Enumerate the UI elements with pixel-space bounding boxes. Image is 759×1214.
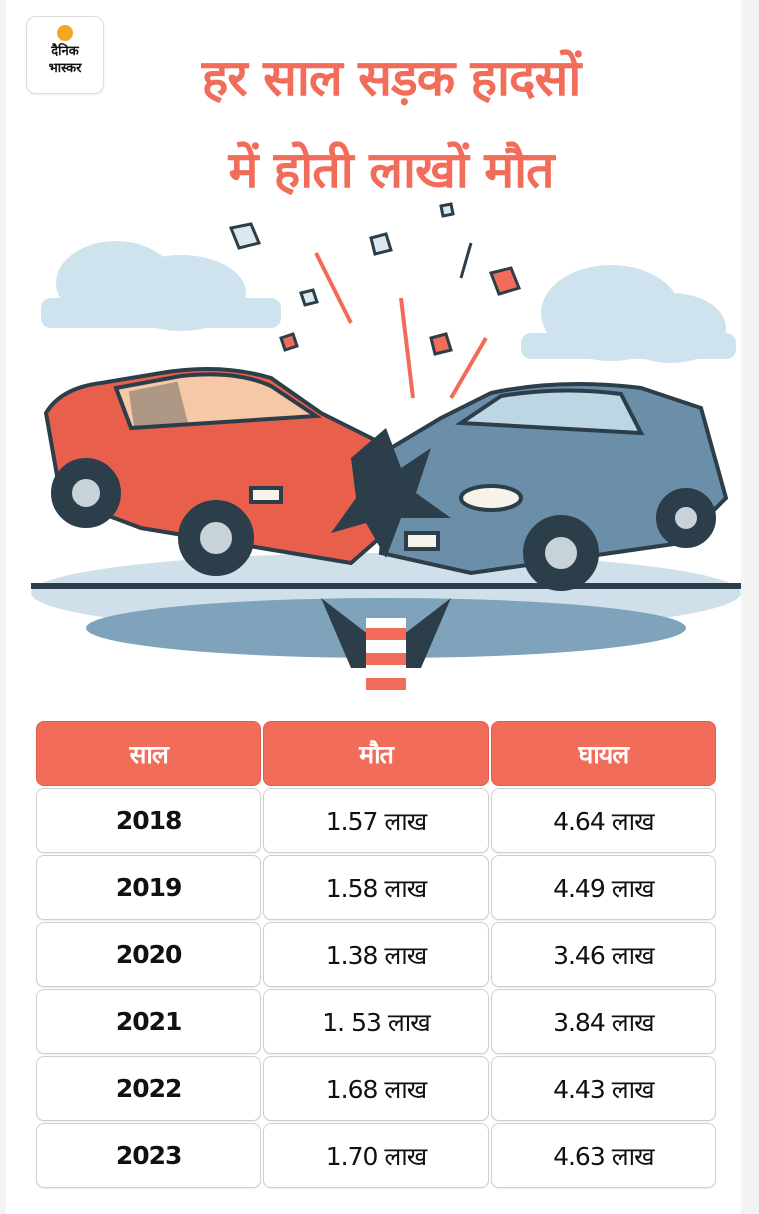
sun-icon xyxy=(57,25,73,41)
cell-injured: 3.84 लाख xyxy=(490,989,716,1054)
cell-deaths: 1.68 लाख xyxy=(263,1056,489,1121)
cell-injured: 4.49 लाख xyxy=(490,855,716,920)
table-row: 2023 1.70 लाख 4.63 लाख xyxy=(36,1123,716,1188)
cell-deaths: 1. 53 लाख xyxy=(263,989,489,1054)
cell-year: 2022 xyxy=(36,1056,262,1121)
cell-year: 2020 xyxy=(36,922,262,987)
headline-line-2: में होती लाखों मौत xyxy=(228,141,554,199)
blue-car xyxy=(378,382,729,591)
cell-injured: 4.63 लाख xyxy=(490,1123,716,1188)
logo-line-1: दैनिक xyxy=(51,44,79,59)
header-injured: घायल xyxy=(490,721,716,786)
red-car xyxy=(43,367,394,576)
headline-line-1: हर साल सड़क हादसों xyxy=(201,49,582,107)
brand-logo: दैनिक भास्कर xyxy=(26,16,104,94)
table-row: 2019 1.58 लाख 4.49 लाख xyxy=(36,855,716,920)
cell-deaths: 1.57 लाख xyxy=(263,788,489,853)
accident-stats-table: साल मौत घायल 2018 1.57 लाख 4.64 लाख 2019… xyxy=(34,719,718,1190)
table-row: 2018 1.57 लाख 4.64 लाख xyxy=(36,788,716,853)
cell-year: 2019 xyxy=(36,855,262,920)
logo-line-2: भास्कर xyxy=(48,61,82,76)
car-crash-illustration xyxy=(31,202,741,713)
cloud-left xyxy=(41,241,281,331)
table-row: 2020 1.38 लाख 3.46 लाख xyxy=(36,922,716,987)
cell-injured: 4.43 लाख xyxy=(490,1056,716,1121)
debris xyxy=(228,202,522,400)
header-deaths: मौत xyxy=(263,721,489,786)
table-row: 2021 1. 53 लाख 3.84 लाख xyxy=(36,989,716,1054)
cell-year: 2021 xyxy=(36,989,262,1054)
header-year: साल xyxy=(36,721,262,786)
cell-deaths: 1.58 लाख xyxy=(263,855,489,920)
cell-year: 2018 xyxy=(36,788,262,853)
table-header-row: साल मौत घायल xyxy=(36,721,716,786)
impact-burst xyxy=(331,428,451,558)
cell-deaths: 1.38 लाख xyxy=(263,922,489,987)
road xyxy=(31,553,741,713)
table-row: 2022 1.68 लाख 4.43 लाख xyxy=(36,1056,716,1121)
cell-year: 2023 xyxy=(36,1123,262,1188)
cell-injured: 3.46 लाख xyxy=(490,922,716,987)
cloud-right xyxy=(521,265,736,363)
cell-deaths: 1.70 लाख xyxy=(263,1123,489,1188)
infographic-card: दैनिक भास्कर हर साल सड़क हादसों में होती… xyxy=(6,0,741,1214)
cell-injured: 4.64 लाख xyxy=(490,788,716,853)
